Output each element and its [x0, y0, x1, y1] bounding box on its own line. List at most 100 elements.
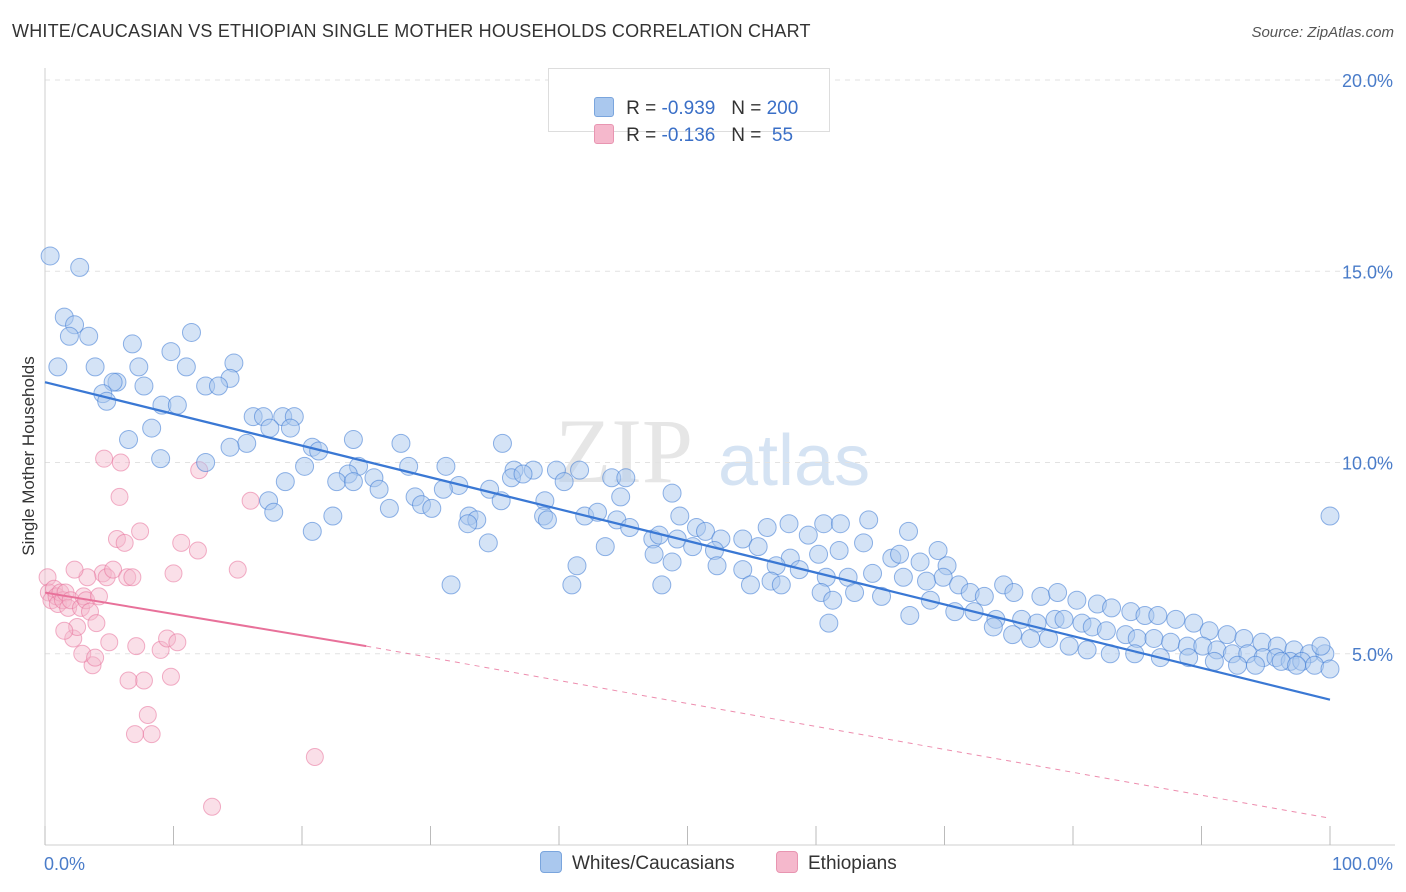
- ethiopians-point: [134, 671, 153, 690]
- ethiopians-points: [38, 449, 324, 816]
- whites-point: [893, 567, 913, 587]
- whites-point: [181, 322, 201, 342]
- legend-n-label: N =: [731, 98, 767, 119]
- series-legend-whites[interactable]: Whites/Caucasians: [540, 851, 735, 875]
- ethiopians-point: [138, 705, 157, 724]
- whites-point: [823, 590, 843, 610]
- ethiopians-trend-line: [44, 591, 367, 648]
- legend-n-label: N =: [731, 125, 767, 146]
- whites-point: [748, 537, 768, 557]
- whites-point: [1096, 621, 1116, 641]
- whites-point: [1320, 506, 1340, 526]
- ethiopians-point: [38, 568, 57, 587]
- whites-point: [1320, 659, 1340, 679]
- whites-point: [537, 510, 557, 530]
- ethiopians-point: [305, 748, 324, 767]
- legend-row-ethiopians: R = -0.136 N = 55: [573, 102, 793, 146]
- whites-point: [260, 418, 280, 438]
- series-label-whites: Whites/Caucasians: [572, 853, 735, 874]
- whites-point: [1148, 606, 1168, 625]
- whites-point: [1166, 609, 1186, 629]
- axes: [44, 68, 1395, 846]
- whites-point: [695, 521, 715, 541]
- series-swatch-whites: [540, 851, 562, 873]
- whites-point: [161, 342, 181, 362]
- x-tick-label: 0.0%: [44, 854, 85, 874]
- whites-point: [854, 533, 874, 553]
- correlation-legend: R = -0.939 N = 200 R = -0.136 N = 55: [548, 68, 830, 146]
- whites-point: [814, 514, 834, 534]
- whites-point: [562, 575, 582, 595]
- trend-lines: [44, 381, 1331, 819]
- whites-point: [845, 583, 865, 603]
- whites-point: [928, 540, 948, 560]
- ethiopians-point: [142, 725, 161, 744]
- series-legend-ethiopians[interactable]: Ethiopians: [776, 851, 897, 875]
- whites-point: [1003, 625, 1023, 645]
- whites-point: [48, 357, 68, 377]
- legend-swatch-ethiopians: [594, 124, 615, 144]
- whites-point: [1184, 613, 1204, 633]
- whites-point: [1144, 628, 1164, 648]
- whites-point: [1311, 636, 1331, 656]
- ethiopians-point: [241, 491, 260, 510]
- whites-point: [830, 514, 850, 534]
- whites-point: [369, 479, 389, 499]
- whites-point: [644, 544, 664, 564]
- ethiopians-point: [168, 633, 187, 652]
- whites-point: [208, 376, 228, 396]
- ethiopians-point: [151, 640, 170, 659]
- legend-r-label: R =: [626, 125, 662, 146]
- y-tick-label: 15.0%: [1342, 262, 1393, 282]
- whites-point: [1204, 651, 1224, 671]
- whites-trend-line: [44, 381, 1331, 701]
- ethiopians-point: [64, 629, 83, 648]
- whites-point: [1102, 598, 1122, 618]
- legend-n-value-ethiopians: 55: [766, 125, 794, 146]
- whites-point: [220, 437, 240, 457]
- ethiopians-point: [125, 725, 144, 744]
- ethiopians-trend-extension: [366, 645, 1331, 819]
- whites-points: [40, 246, 1340, 679]
- whites-point: [1031, 586, 1051, 606]
- whites-point: [829, 540, 849, 560]
- whites-point: [59, 326, 79, 346]
- whites-point: [280, 418, 300, 438]
- whites-point: [779, 514, 799, 534]
- whites-point: [933, 567, 953, 587]
- legend-r-label: R =: [626, 98, 662, 119]
- tick-labels: 5.0% 10.0% 15.0% 20.0% 0.0% 100.0%: [44, 71, 1393, 874]
- whites-point: [327, 472, 347, 492]
- whites-point: [733, 529, 753, 549]
- whites-point: [343, 430, 363, 450]
- whites-point: [910, 552, 930, 572]
- whites-point: [567, 556, 587, 576]
- ethiopians-point: [203, 797, 222, 816]
- whites-point: [983, 617, 1003, 637]
- ethiopians-point: [131, 522, 150, 541]
- ethiopians-point: [123, 568, 142, 587]
- whites-point: [122, 334, 142, 354]
- whites-point: [436, 456, 456, 476]
- whites-point: [733, 560, 753, 580]
- whites-point: [1077, 640, 1097, 660]
- whites-point: [1067, 590, 1087, 610]
- whites-point: [652, 575, 672, 595]
- whites-point: [176, 357, 196, 377]
- whites-point: [819, 613, 839, 633]
- whites-point: [478, 533, 498, 553]
- watermark-atlas: atlas: [718, 421, 870, 501]
- whites-point: [1161, 632, 1181, 652]
- whites-point: [1179, 648, 1199, 668]
- ethiopians-point: [228, 560, 247, 579]
- ethiopians-point: [161, 667, 180, 686]
- y-tick-label: 10.0%: [1342, 454, 1393, 474]
- whites-point: [1021, 628, 1041, 648]
- y-axis-label: Single Mother Households: [19, 356, 38, 555]
- whites-point: [492, 433, 512, 453]
- ethiopians-point: [65, 560, 84, 579]
- ethiopians-point: [87, 614, 106, 633]
- whites-point: [422, 498, 442, 518]
- legend-swatch-whites: [594, 97, 615, 117]
